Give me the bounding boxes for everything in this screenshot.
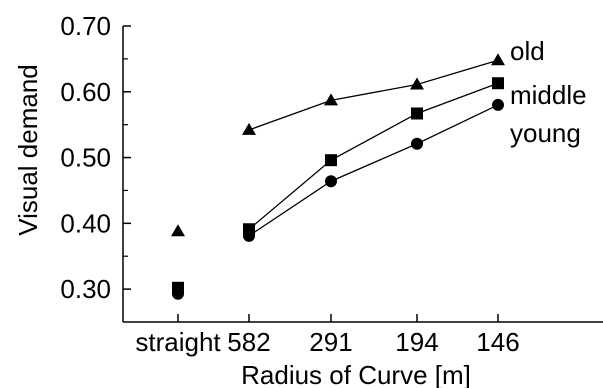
y-tick-label: 0.70 [60,11,111,41]
x-axis-ticks: straight 582 291 194 146 [135,314,520,357]
series-line-old [248,59,499,131]
series-old: old [171,36,545,237]
series-young: young [172,98,581,300]
data-point-middle-194 [411,107,423,120]
x-tick-label-582: 582 [227,327,270,357]
y-tick-label: 0.60 [60,77,111,107]
y-tick-label: 0.50 [60,143,111,173]
data-point-old-146 [491,53,505,66]
legend-label-middle: middle [510,80,587,110]
plot-frame [122,26,603,323]
data-point-old-582 [242,122,256,135]
legend-label-old: old [510,36,545,66]
x-tick-label-straight: straight [135,327,221,357]
data-point-young-straight [172,287,184,300]
data-point-old-291 [324,93,338,106]
data-point-young-291 [325,175,337,188]
series-line-young [248,104,499,237]
series-line-middle [248,82,499,230]
y-axis-label: Visual demand [13,64,43,236]
data-point-old-194 [410,77,424,90]
series-layer: old middle young [171,36,587,300]
y-axis-ticks: 0.30 0.40 0.50 0.60 0.70 [60,11,131,304]
legend-label-young: young [510,118,581,148]
y-tick-label: 0.40 [60,208,111,238]
series-middle: middle [172,77,587,294]
x-axis-label: Radius of Curve [m] [241,360,471,388]
x-tick-label-146: 146 [476,327,519,357]
data-point-young-194 [411,137,423,150]
x-tick-label-291: 291 [309,327,352,357]
x-tick-label-194: 194 [395,327,438,357]
data-point-middle-146 [492,77,504,90]
data-point-young-146 [492,98,504,111]
data-point-middle-291 [325,154,337,167]
data-point-young-582 [243,229,255,242]
y-tick-label: 0.30 [60,274,111,304]
data-point-old-straight [171,224,185,237]
